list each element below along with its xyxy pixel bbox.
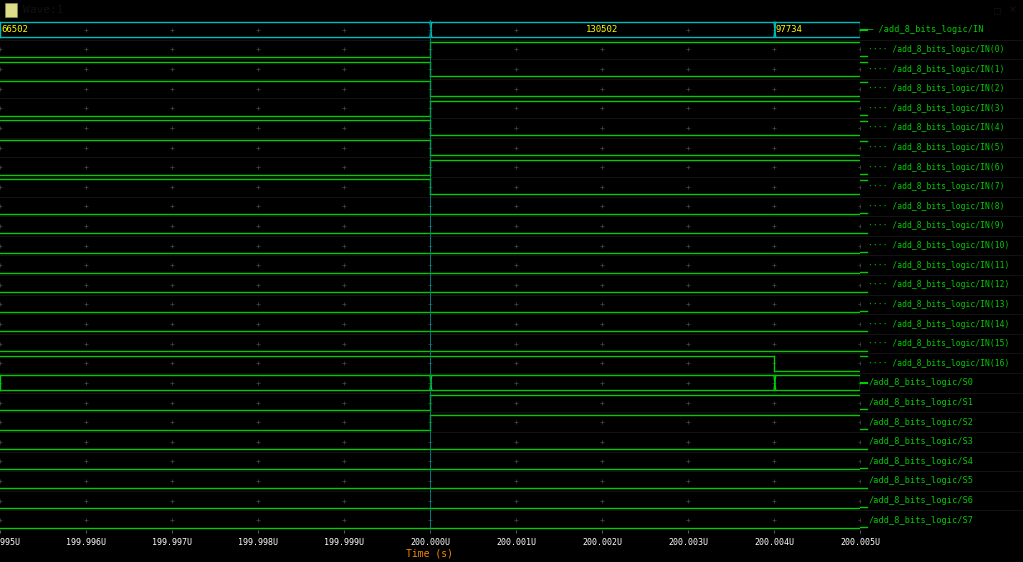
Text: □: □ xyxy=(993,5,1000,15)
Text: ···· /add_8_bits_logic/IN(0): ···· /add_8_bits_logic/IN(0) xyxy=(869,45,1005,54)
Text: ···· /add_8_bits_logic/IN(4): ···· /add_8_bits_logic/IN(4) xyxy=(869,124,1005,133)
Text: ×: × xyxy=(1009,3,1016,16)
Text: /add_8_bits_logic/S6: /add_8_bits_logic/S6 xyxy=(869,496,973,505)
Text: ···· /add_8_bits_logic/IN(3): ···· /add_8_bits_logic/IN(3) xyxy=(869,104,1005,113)
Text: 66502: 66502 xyxy=(2,25,29,34)
Text: /add_8_bits_logic/S5: /add_8_bits_logic/S5 xyxy=(869,477,973,486)
Text: ···· /add_8_bits_logic/IN(8): ···· /add_8_bits_logic/IN(8) xyxy=(869,202,1005,211)
Text: ···· /add_8_bits_logic/IN(7): ···· /add_8_bits_logic/IN(7) xyxy=(869,182,1005,191)
Text: ···· /add_8_bits_logic/IN(11): ···· /add_8_bits_logic/IN(11) xyxy=(869,261,1010,270)
Text: ···· /add_8_bits_logic/IN(6): ···· /add_8_bits_logic/IN(6) xyxy=(869,162,1005,171)
Text: ···· /add_8_bits_logic/IN(1): ···· /add_8_bits_logic/IN(1) xyxy=(869,65,1005,74)
Text: ···· /add_8_bits_logic/IN(5): ···· /add_8_bits_logic/IN(5) xyxy=(869,143,1005,152)
Bar xyxy=(5,3,17,17)
Text: /add_8_bits_logic/S3: /add_8_bits_logic/S3 xyxy=(869,437,973,446)
Text: /add_8_bits_logic/S1: /add_8_bits_logic/S1 xyxy=(869,398,973,407)
Text: 97734: 97734 xyxy=(775,25,803,34)
Text: ‒ /add_8_bits_logic/IN: ‒ /add_8_bits_logic/IN xyxy=(869,25,984,34)
X-axis label: Time (s): Time (s) xyxy=(406,548,453,558)
Text: /add_8_bits_logic/S0: /add_8_bits_logic/S0 xyxy=(869,378,973,387)
Text: /add_8_bits_logic/S7: /add_8_bits_logic/S7 xyxy=(869,516,973,525)
Text: ···· /add_8_bits_logic/IN(2): ···· /add_8_bits_logic/IN(2) xyxy=(869,84,1005,93)
Text: ···· /add_8_bits_logic/IN(12): ···· /add_8_bits_logic/IN(12) xyxy=(869,280,1010,289)
Text: ···· /add_8_bits_logic/IN(9): ···· /add_8_bits_logic/IN(9) xyxy=(869,221,1005,230)
Text: ···· /add_8_bits_logic/IN(10): ···· /add_8_bits_logic/IN(10) xyxy=(869,241,1010,250)
Text: ···· /add_8_bits_logic/IN(14): ···· /add_8_bits_logic/IN(14) xyxy=(869,320,1010,329)
Text: ···· /add_8_bits_logic/IN(15): ···· /add_8_bits_logic/IN(15) xyxy=(869,339,1010,348)
Text: /add_8_bits_logic/S2: /add_8_bits_logic/S2 xyxy=(869,418,973,427)
Text: Wave:1: Wave:1 xyxy=(23,5,63,15)
Text: /add_8_bits_logic/S4: /add_8_bits_logic/S4 xyxy=(869,457,973,466)
Text: 130502: 130502 xyxy=(586,25,618,34)
Text: ···· /add_8_bits_logic/IN(13): ···· /add_8_bits_logic/IN(13) xyxy=(869,300,1010,309)
Text: ···· /add_8_bits_logic/IN(16): ···· /add_8_bits_logic/IN(16) xyxy=(869,359,1010,368)
